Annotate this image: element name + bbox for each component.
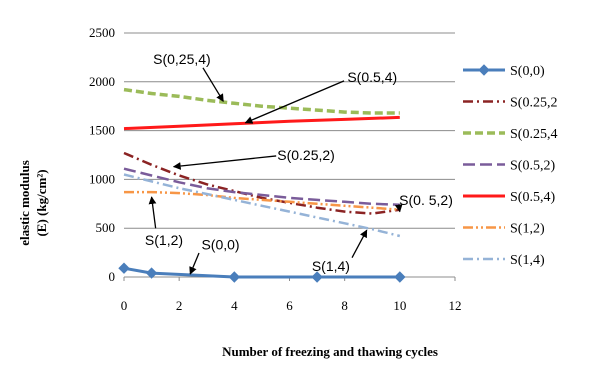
- legend-label-0: S(0,0): [510, 64, 545, 79]
- x-tick-label-6: 6: [286, 298, 293, 313]
- legend-label-2: S(0.25,4: [510, 127, 557, 142]
- annotation-arrow-3: [394, 204, 403, 213]
- series-line-1: [123, 151, 400, 215]
- series-0-point-2: [228, 271, 241, 283]
- x-tick-label-8: 8: [341, 298, 348, 313]
- legend: S(0,0) S(0.25,2 S(0.25,4 S(0.5,2) S(0.5,4) S(…: [463, 64, 557, 268]
- annotation-label-5: S(0,0): [201, 237, 239, 253]
- annotation-arrow-2: [172, 155, 277, 170]
- annotation-arrow-1: [244, 80, 345, 124]
- annotation-arrow-4: [148, 196, 157, 229]
- y-tick-label-1000: 1000: [89, 171, 115, 186]
- y-axis-title-line1: elastic modulus: [17, 160, 32, 246]
- annotation-arrow-5: [189, 252, 200, 275]
- series-line-3: [123, 167, 400, 207]
- annotation-label-0: S(0,25,4): [153, 51, 211, 67]
- gridlines: [124, 32, 455, 229]
- y-tick-label-2500: 2500: [89, 25, 115, 40]
- y-tick-label-2000: 2000: [89, 74, 115, 89]
- legend-label-1: S(0.25,2: [510, 96, 557, 111]
- series-0-point-4: [394, 271, 406, 283]
- x-tick-label-10: 10: [393, 298, 406, 313]
- series-0-point-0: [118, 262, 130, 274]
- legend-marker-0: [478, 64, 490, 76]
- series-line-6: [123, 173, 401, 238]
- annotation-label-3: S(0. 5,2): [399, 192, 453, 208]
- annotations: S(0,25,4) S(0.5,4) S(0.25,2) S(0. 5,2) S(1,2…: [145, 51, 453, 275]
- annotation-label-4: S(1,2): [145, 232, 183, 248]
- legend-label-3: S(0.5,2): [510, 159, 555, 174]
- legend-label-4: S(0.5,4): [510, 190, 555, 205]
- y-axis-title-line2: (E) (kg/cm²): [34, 169, 49, 236]
- legend-label-6: S(1,4): [510, 253, 545, 268]
- annotation-label-6: S(1,4): [312, 258, 350, 274]
- series-line-2: [123, 87, 400, 115]
- series-0-point-3: [311, 271, 323, 283]
- x-tick-label-4: 4: [231, 298, 238, 313]
- annotation-arrow-6: [351, 229, 368, 258]
- y-axis-title: elastic modulus (E) (kg/cm²): [17, 160, 49, 246]
- x-tick-label-12: 12: [449, 298, 462, 313]
- annotation-label-2: S(0.25,2): [277, 147, 335, 163]
- y-tick-label-1500: 1500: [89, 123, 115, 138]
- y-tick-label-0: 0: [109, 269, 116, 284]
- y-tick-label-500: 500: [96, 220, 116, 235]
- x-tick-label-0: 0: [121, 298, 128, 313]
- annotation-arrow-0: [202, 67, 224, 102]
- series-line-5: [124, 190, 400, 211]
- x-axis-title: Number of freezing and thawing cycles: [222, 344, 438, 359]
- series-line-4: [123, 115, 400, 131]
- legend-label-5: S(1,2): [510, 222, 545, 237]
- annotation-label-1: S(0.5,4): [347, 69, 397, 85]
- series-lines: [118, 87, 406, 283]
- series-0-point-1: [145, 267, 158, 279]
- x-tick-label-2: 2: [176, 298, 183, 313]
